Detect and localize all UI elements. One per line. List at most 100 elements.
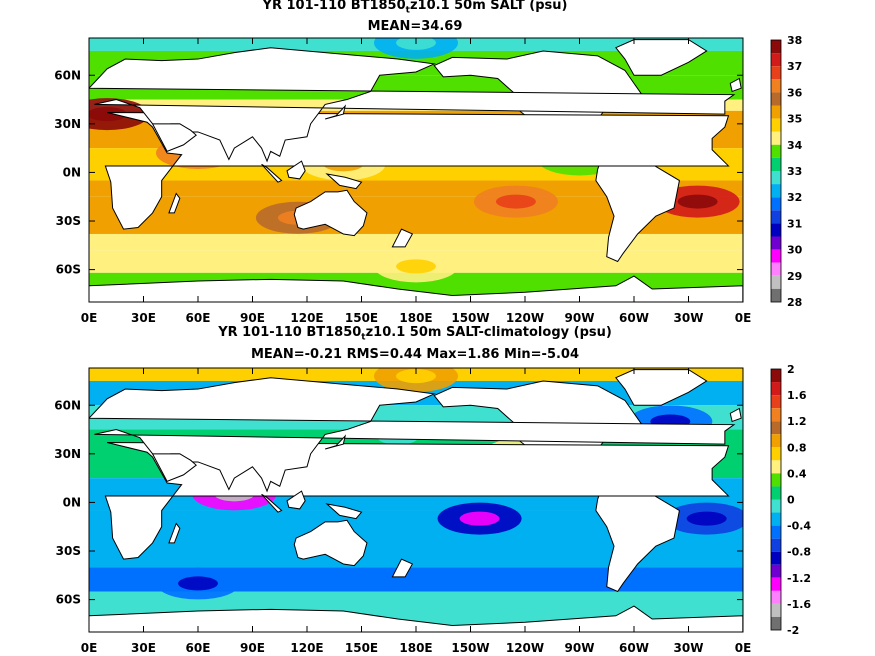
land-antarctica (89, 605, 743, 632)
y-tick-label: 0N (63, 495, 81, 509)
land-australia (293, 189, 368, 237)
y-tick-label: 30S (56, 544, 81, 558)
colorbar-label: 38 (787, 34, 802, 47)
colorbar-swatch (771, 184, 781, 198)
land-madagascar (168, 192, 181, 214)
colorbar-label: 2 (787, 363, 795, 376)
colorbar-swatch (771, 79, 781, 93)
land-japan (325, 104, 347, 120)
x-tick-label: 150E (345, 641, 378, 655)
colorbar-swatch (771, 53, 781, 67)
colorbar-label: -0.8 (787, 546, 811, 559)
x-tick-label: 150W (451, 641, 489, 655)
land-borneo (286, 490, 306, 510)
land-arabia (151, 123, 197, 153)
land-nz (391, 228, 414, 248)
colorbar-swatch (771, 590, 781, 604)
colorbar-label: 0.4 (787, 467, 807, 480)
colorbar-swatch (771, 131, 781, 145)
bottom-chart-title: YR 101-110 BT1850tz10.1 50m SALT-climato… (218, 325, 612, 343)
colorbar-frame (770, 39, 782, 303)
land-madagascar (168, 522, 181, 544)
map-panel-1 (89, 38, 743, 302)
land-southAmerica (595, 155, 680, 263)
land-arabia (151, 453, 197, 483)
colorbar-swatch (771, 395, 781, 409)
colorbar-label: -1.2 (787, 572, 811, 585)
x-tick-label: 30E (131, 311, 156, 325)
colorbar-swatch (771, 551, 781, 565)
colorbar-swatch (771, 577, 781, 591)
land-newGuinea (325, 173, 363, 190)
x-tick-label: 90E (240, 641, 265, 655)
x-tick-label: 90W (565, 311, 595, 325)
colorbar-swatch (771, 499, 781, 513)
x-tick-label: 120W (506, 641, 544, 655)
top-chart-subtitle: MEAN=34.69 (367, 19, 463, 34)
land-uk (729, 77, 742, 93)
x-tick-label: 90W (565, 641, 595, 655)
salinity-feature-core (459, 511, 500, 526)
land-newGuinea (325, 503, 363, 520)
colorbar-label: 33 (787, 165, 802, 178)
colorbar-label: 29 (787, 270, 802, 283)
map-panel-2 (89, 368, 743, 632)
land-australia (293, 519, 368, 567)
colorbar-swatch (771, 197, 781, 211)
colorbar-swatch (771, 288, 781, 302)
salinity-feature-core (89, 107, 128, 122)
colorbar-swatch (771, 236, 781, 250)
colorbar-swatch (771, 275, 781, 289)
colorbar-label: 31 (787, 217, 802, 230)
colorbar-swatch (771, 486, 781, 500)
colorbar-label: 28 (787, 296, 802, 309)
salinity-feature-core (495, 194, 536, 209)
colorbar-swatch (771, 408, 781, 422)
colorbar-swatch (771, 144, 781, 158)
colorbar-swatch (771, 616, 781, 630)
colorbar-swatch (771, 434, 781, 448)
salinity-feature-core (396, 259, 436, 274)
colorbar-frame (770, 368, 782, 631)
x-tick-label: 120E (290, 311, 323, 325)
bottom-chart-subtitle: MEAN=-0.21 RMS=0.44 Max=1.86 Min=-5.04 (250, 347, 580, 362)
land-sumatra (261, 493, 283, 513)
x-tick-label: 30W (674, 311, 704, 325)
x-tick-label: 150W (451, 311, 489, 325)
top-chart-title: YR 101-110 BT1850tz10.1 50m SALT (psu) (262, 0, 568, 16)
colorbar-swatch (771, 603, 781, 617)
y-tick-label: 0N (63, 165, 81, 179)
colorbar-label: 30 (787, 244, 803, 257)
colorbar-swatch (771, 118, 781, 132)
colorbar-swatch (771, 249, 781, 263)
salinity-band (89, 233, 743, 251)
land-borneo (286, 160, 306, 180)
colorbar-swatch (771, 473, 781, 487)
x-tick-label: 120W (506, 311, 544, 325)
land-uk (729, 407, 742, 423)
y-tick-label: 30N (54, 117, 81, 131)
y-tick-label: 60N (54, 68, 81, 82)
y-tick-label: 60S (56, 263, 81, 277)
salinity-feature-core (677, 194, 718, 209)
colorbar-label: 37 (787, 60, 802, 73)
colorbar-label: 36 (787, 86, 803, 99)
colorbar-swatch (771, 512, 781, 526)
colorbar-swatch (771, 210, 781, 224)
land-nz (391, 558, 414, 578)
x-tick-label: 0E (735, 641, 752, 655)
colorbar-swatch (771, 157, 781, 171)
colorbar-swatch (771, 447, 781, 461)
x-tick-label: 150E (345, 311, 378, 325)
x-tick-label: 0E (735, 311, 752, 325)
salinity-feature-core (686, 511, 727, 526)
salinity-feature-core (396, 369, 436, 384)
colorbar-swatch (771, 421, 781, 435)
land-sumatra (261, 163, 283, 183)
x-tick-label: 0E (81, 641, 98, 655)
x-tick-label: 30W (674, 641, 704, 655)
colorbar-label: -0.4 (787, 520, 811, 533)
colorbar-swatch (771, 223, 781, 237)
x-tick-label: 180E (399, 641, 432, 655)
